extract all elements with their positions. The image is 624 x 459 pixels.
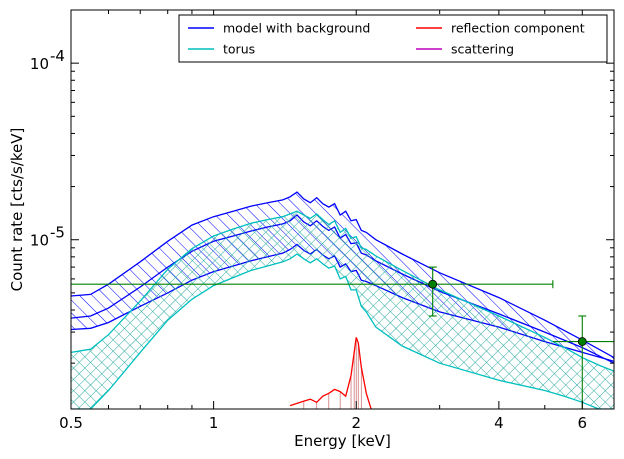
torus-lower-line [71, 253, 614, 409]
y-tick-exponent: -4 [50, 47, 65, 65]
legend-item-torus: torus [188, 42, 255, 57]
x-tick-label: 0.5 [59, 414, 83, 432]
data-point-marker [428, 279, 438, 289]
legend-item-model-with-background: model with background [188, 21, 370, 36]
plot-area [71, 191, 614, 409]
torus-band [71, 211, 614, 409]
axis-ticks: 0.5 1 2 4 610-510-4 [30, 10, 615, 432]
legend-box [178, 14, 608, 63]
x-tick-label: 6 [578, 414, 588, 432]
legend-item-reflection-component: reflection component [416, 21, 585, 36]
y-tick-label: 10 [30, 232, 49, 250]
reflection-component-line [289, 337, 372, 409]
x-tick-label: 1 [209, 414, 219, 432]
plot-frame [70, 9, 615, 410]
y-axis-label: Count rate [cts/s/keV] [8, 128, 26, 292]
x-axis-label: Energy [keV] [294, 432, 391, 450]
y-tick-label: 10 [30, 55, 49, 73]
legend-label: reflection component [451, 21, 585, 36]
data-point-2 [552, 315, 614, 409]
y-tick-exponent: -5 [50, 224, 65, 242]
legend-label: scattering [451, 42, 514, 57]
data-point-marker [577, 337, 587, 346]
legend-label: torus [223, 42, 255, 57]
legend-label: model with background [223, 21, 370, 36]
legend: model with background torus reflection com… [178, 14, 608, 63]
data-point-1 [71, 266, 554, 317]
x-tick-label: 4 [494, 414, 504, 432]
legend-item-scattering: scattering [416, 42, 514, 57]
x-tick-label: 2 [351, 414, 361, 432]
torus-upper-line [71, 210, 614, 372]
model-with-background-upper-line [71, 191, 614, 359]
